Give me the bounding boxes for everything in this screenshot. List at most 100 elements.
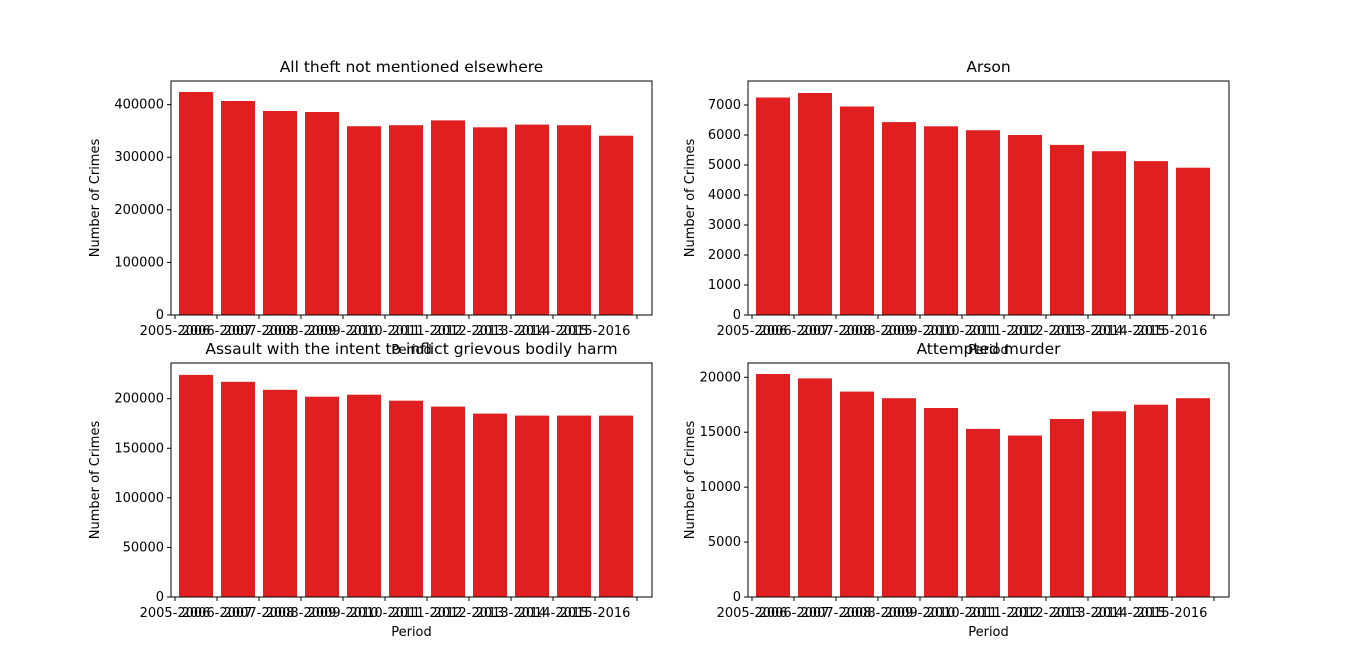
x-tick-label: 2015-2016 <box>560 324 631 339</box>
axes-frame <box>170 80 653 316</box>
y-tick-label: 10000 <box>700 480 741 495</box>
x-tick-label: 2006-2007 <box>182 606 253 621</box>
x-tick-label: 2011-2012 <box>392 606 463 621</box>
bar-2008-2009 <box>305 112 339 315</box>
x-tick-label: 2011-2012 <box>969 606 1040 621</box>
y-tick-label: 150000 <box>114 441 164 456</box>
bar-2008-2009 <box>882 398 916 597</box>
axes-frame <box>747 80 1230 316</box>
bar-2014-2015 <box>1134 161 1168 315</box>
bar-2006-2007 <box>221 101 255 315</box>
bar-2011-2012 <box>1008 135 1042 315</box>
axes-frame <box>747 362 1230 598</box>
y-tick-label: 50000 <box>123 540 164 555</box>
bar-2014-2015 <box>557 125 591 315</box>
bar-2007-2008 <box>263 389 297 597</box>
x-tick-label: 2008-2009 <box>843 606 914 621</box>
chart-title: Assault with the intent to inflict griev… <box>205 340 617 358</box>
x-tick-label: 2014-2015 <box>518 324 589 339</box>
chart-panel-3: 0 50000 100000 150000 200000 2005-20062006-20… <box>88 340 653 640</box>
x-tick-label: 2012-2013 <box>434 324 505 339</box>
x-tick-label: 2007-2008 <box>801 606 872 621</box>
x-tick-label: 2010-2011 <box>927 606 998 621</box>
x-tick-label: 2009-2010 <box>885 606 956 621</box>
chart-title: All theft not mentioned elsewhere <box>280 58 544 76</box>
bar-2008-2009 <box>305 396 339 597</box>
bar-2005-2006 <box>179 374 213 597</box>
y-tick-label: 0 <box>733 308 741 323</box>
y-tick-label: 3000 <box>708 218 741 233</box>
x-tick-label: 2014-2015 <box>518 606 589 621</box>
bar-2009-2010 <box>924 408 958 597</box>
y-tick-label: 100000 <box>114 491 164 506</box>
bar-2006-2007 <box>798 93 832 315</box>
bar-2010-2011 <box>389 400 423 597</box>
bar-2011-2012 <box>431 120 465 316</box>
x-axis-label: Period <box>391 343 432 358</box>
y-tick-label: 0 <box>733 590 741 605</box>
y-tick-label: 100000 <box>114 255 164 270</box>
y-tick-label: 400000 <box>114 98 164 113</box>
bar-2008-2009 <box>882 122 916 315</box>
bar-2007-2008 <box>840 106 874 315</box>
chart-title: Arson <box>966 58 1010 76</box>
y-axis-label: Number of Crimes <box>683 139 698 258</box>
bar-2006-2007 <box>798 378 832 597</box>
x-tick-label: 2005-2006 <box>140 324 211 339</box>
x-tick-label: 2010-2011 <box>350 324 421 339</box>
x-tick-label: 2008-2009 <box>843 324 914 339</box>
axes-frame <box>170 362 653 598</box>
x-tick-label: 2008-2009 <box>266 324 337 339</box>
bar-2010-2011 <box>966 130 1000 315</box>
bar-2011-2012 <box>431 406 465 597</box>
y-tick-label: 5000 <box>708 158 741 173</box>
y-tick-label: 5000 <box>708 535 741 550</box>
y-axis-label: Number of Crimes <box>88 139 103 258</box>
bar-2010-2011 <box>966 428 1000 597</box>
bar-2012-2013 <box>473 127 507 315</box>
bar-2013-2014 <box>515 124 549 315</box>
x-tick-label: 2014-2015 <box>1095 324 1166 339</box>
y-tick-label: 15000 <box>700 425 741 440</box>
y-tick-label: 200000 <box>114 203 164 218</box>
y-tick-label: 4000 <box>708 188 741 203</box>
y-tick-label: 0 <box>156 308 164 323</box>
x-tick-label: 2014-2015 <box>1095 606 1166 621</box>
x-tick-label: 2010-2011 <box>350 606 421 621</box>
y-tick-label: 2000 <box>708 248 741 263</box>
x-tick-label: 2013-2014 <box>476 324 547 339</box>
x-tick-label: 2006-2007 <box>182 324 253 339</box>
x-tick-label: 2005-2006 <box>140 606 211 621</box>
x-tick-label: 2011-2012 <box>392 324 463 339</box>
x-axis-label: Period <box>968 625 1009 640</box>
bar-2015-2016 <box>599 415 633 597</box>
x-tick-label: 2013-2014 <box>1053 324 1124 339</box>
bar-2015-2016 <box>599 135 633 315</box>
bar-2013-2014 <box>515 415 549 597</box>
y-tick-label: 200000 <box>114 392 164 407</box>
x-tick-label: 2007-2008 <box>224 324 295 339</box>
bar-2014-2015 <box>1134 404 1168 597</box>
chart-title: Attempted murder <box>916 340 1061 358</box>
x-tick-label: 2007-2008 <box>801 324 872 339</box>
y-axis-label: Number of Crimes <box>683 421 698 540</box>
bar-2015-2016 <box>1176 398 1210 597</box>
bar-2012-2013 <box>1050 419 1084 597</box>
chart-panel-2: 010002000300040005000600070002005-200620… <box>683 58 1230 358</box>
bar-2005-2006 <box>756 374 790 597</box>
bar-2009-2010 <box>924 126 958 315</box>
x-tick-label: 2006-2007 <box>759 606 830 621</box>
x-tick-label: 2012-2013 <box>434 606 505 621</box>
bar-2009-2010 <box>347 394 381 597</box>
x-tick-label: 2015-2016 <box>1137 324 1208 339</box>
bar-2007-2008 <box>263 111 297 315</box>
y-tick-label: 6000 <box>708 128 741 143</box>
x-axis-label: Period <box>968 343 1009 358</box>
x-tick-label: 2005-2006 <box>717 606 788 621</box>
bar-2013-2014 <box>1092 151 1126 315</box>
x-tick-label: 2009-2010 <box>885 324 956 339</box>
x-tick-label: 2008-2009 <box>266 606 337 621</box>
bar-2012-2013 <box>473 413 507 597</box>
bar-2014-2015 <box>557 415 591 597</box>
bar-2007-2008 <box>840 391 874 597</box>
